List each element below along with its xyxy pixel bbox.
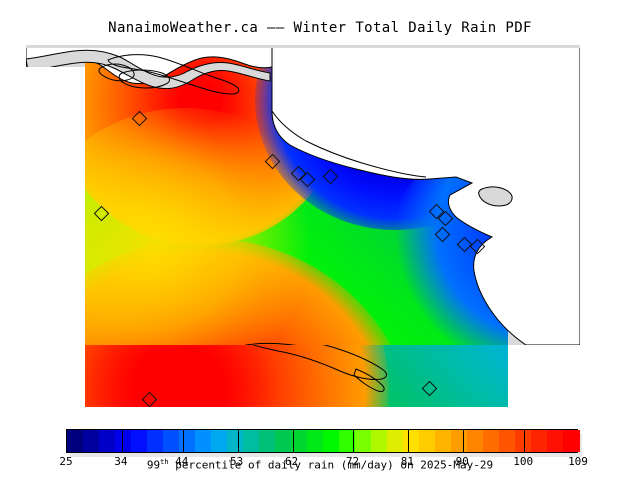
colorbar-segment [243, 430, 260, 452]
islet-east [478, 186, 513, 207]
colorbar-tick-label: 25 [59, 455, 73, 468]
colorbar-segment [163, 430, 180, 452]
colorbar-tick-label: 34 [114, 455, 128, 468]
colorbar-tick-line [237, 430, 239, 452]
rainfall-field-lower [85, 345, 508, 407]
colorbar-segment [67, 430, 84, 452]
caption-percentile-number: 99 [146, 458, 161, 472]
colorbar-tick-line [353, 430, 355, 452]
colorbar[interactable]: 25 34 44 53 62 72 81 90 100 109 [59, 429, 588, 468]
colorbar-tick-label: 44 [175, 455, 189, 468]
island-large-banana [107, 54, 240, 95]
map-clip [26, 45, 580, 345]
colorbar-tick-line [121, 430, 123, 452]
island-small-left [98, 63, 135, 82]
colorbar-segment [499, 430, 516, 452]
colorbar-segment [195, 430, 212, 452]
colorbar-tick-label: 109 [568, 455, 588, 468]
colorbar-segment [147, 430, 164, 452]
caption-percentile-suffix: th [160, 458, 169, 466]
below-panel-white-right [508, 345, 580, 407]
colorbar-tick-line [182, 430, 184, 452]
colorbar-segment [371, 430, 388, 452]
colorbar-segment [547, 430, 564, 452]
colorbar-segment [435, 430, 452, 452]
colorbar-tick-label: 62 [284, 455, 299, 468]
colorbar-segment [355, 430, 372, 452]
colorbar-tick-line [292, 430, 294, 452]
colorbar-segment [419, 430, 436, 452]
colorbar-segment [83, 430, 100, 452]
colorbar-segment [211, 430, 228, 452]
colorbar-segment [339, 430, 356, 452]
colorbar-segment [291, 430, 308, 452]
colorbar-segment [259, 430, 276, 452]
colorbar-segment [275, 430, 292, 452]
colorbar-tick-line [524, 430, 526, 452]
panel-gray-top-band [26, 45, 580, 48]
caption-rest: percentile of daily rain (mm/day) on 202… [168, 458, 494, 472]
sea-gray-inlet-northwest [26, 49, 271, 90]
colorbar-segment [515, 430, 532, 452]
coastline-overlay [26, 45, 580, 345]
colorbar-tick-line [463, 430, 465, 452]
coastline-northeast-shore [271, 110, 427, 178]
colorbar-segment [179, 430, 196, 452]
colorbar-segment [483, 430, 500, 452]
colorbar-caption: 99th percentile of daily rain (mm/day) o… [0, 458, 640, 472]
white-left-of-data [26, 67, 85, 345]
panel-gray-left-band [26, 45, 85, 48]
colorbar-tick-label: 81 [400, 455, 414, 468]
island-lower-tail-cont [353, 368, 385, 392]
colorbar-segment [563, 430, 580, 452]
colorbar-segment [227, 430, 244, 452]
colorbar-segment [131, 430, 148, 452]
colorbar-segment [531, 430, 548, 452]
colorbar-tick-label: 72 [345, 455, 360, 468]
colorbar-segment [115, 430, 132, 452]
colorbar-segment [387, 430, 404, 452]
page-title: NanaimoWeather.ca —— Winter Total Daily … [108, 20, 532, 36]
island-mid [118, 69, 170, 89]
colorbar-gradient[interactable] [66, 429, 580, 453]
colorbar-segment [323, 430, 340, 452]
map-panel [26, 45, 580, 345]
colorbar-segment [99, 430, 116, 452]
coastline-overlay-lower [252, 345, 387, 392]
colorbar-segment [307, 430, 324, 452]
colorbar-tick-line [408, 430, 410, 452]
colorbar-segment [403, 430, 420, 452]
colorbar-segment [451, 430, 468, 452]
island-lower-strait-cont [252, 345, 387, 380]
land-mainland-northeast [271, 45, 580, 345]
colorbar-segment [467, 430, 484, 452]
colorbar-tick-label: 90 [455, 455, 469, 468]
colorbar-tick-label: 53 [230, 455, 244, 468]
colorbar-tick-label: 100 [513, 455, 534, 468]
